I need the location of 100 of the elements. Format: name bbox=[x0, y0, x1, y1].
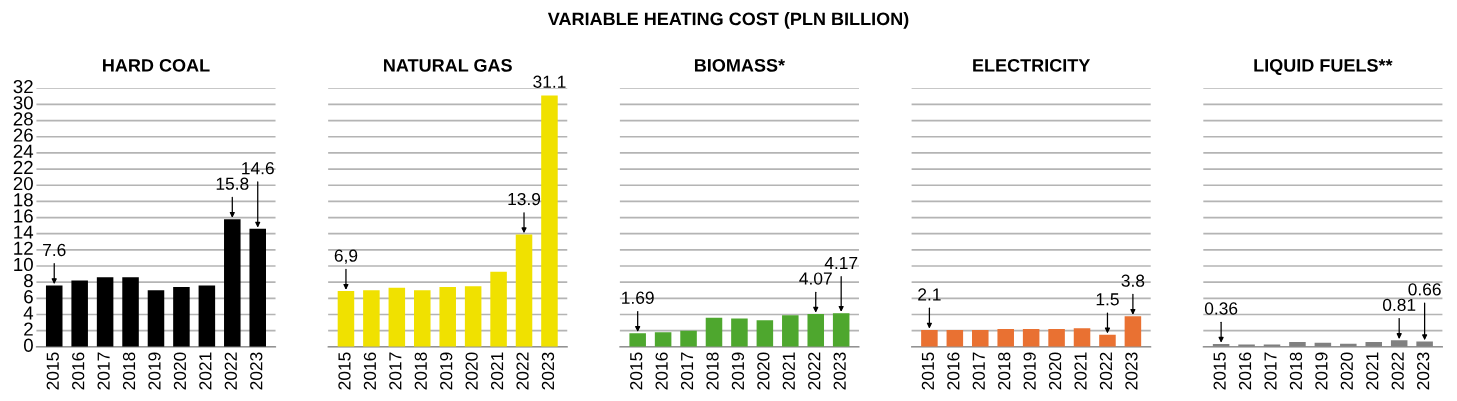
x-tick-label: 2022 bbox=[1099, 352, 1113, 390]
bar bbox=[1124, 316, 1142, 347]
bar bbox=[1048, 329, 1065, 347]
x-tick-label: 2023 bbox=[541, 352, 555, 390]
bar bbox=[439, 287, 456, 347]
bar bbox=[198, 285, 216, 347]
bar bbox=[337, 291, 355, 347]
y-tick-label: 14 bbox=[14, 225, 34, 239]
data-label: 15.8 bbox=[216, 177, 249, 190]
bar bbox=[1099, 334, 1116, 347]
bar bbox=[71, 280, 88, 347]
bar bbox=[629, 333, 646, 347]
data-label: 0.81 bbox=[1382, 298, 1416, 312]
x-tick-label: 2021 bbox=[1074, 352, 1087, 390]
x-tick-label: 2019 bbox=[1023, 352, 1036, 390]
x-tick-label: 2017 bbox=[1264, 352, 1277, 390]
x-tick-label: 2018 bbox=[1289, 352, 1303, 390]
x-tick-label: 2022 bbox=[808, 352, 821, 390]
bar bbox=[464, 286, 482, 347]
y-tick-label: 8 bbox=[24, 273, 33, 288]
x-tick-label: 2018 bbox=[414, 352, 427, 390]
bar bbox=[96, 277, 114, 347]
x-tick-label: 2017 bbox=[389, 352, 402, 390]
bar bbox=[363, 290, 380, 347]
bar bbox=[490, 271, 507, 347]
y-tick-label: 6 bbox=[24, 290, 33, 304]
data-label: 4.17 bbox=[824, 257, 858, 269]
x-tick-label: 2020 bbox=[173, 352, 187, 390]
text: VARIABLE HEATING COST (PLN BILLION) bbox=[547, 12, 909, 29]
x-tick-label: 2017 bbox=[97, 352, 110, 390]
y-tick-label: 10 bbox=[14, 257, 33, 272]
x-tick-label: 2018 bbox=[122, 352, 136, 390]
chart-title: ELECTRICITY bbox=[973, 58, 1091, 72]
x-tick-label: 2021 bbox=[1366, 352, 1379, 390]
data-label: 0.36 bbox=[1204, 302, 1238, 315]
x-tick-label: 2023 bbox=[833, 352, 846, 390]
chart-title: LIQUID FUELS** bbox=[1254, 58, 1393, 76]
y-tick-label: 18 bbox=[14, 193, 33, 207]
x-tick-label: 2020 bbox=[757, 352, 770, 390]
data-label: 6,9 bbox=[334, 249, 358, 264]
x-tick-label: 2015 bbox=[46, 352, 59, 390]
x-tick-label: 2018 bbox=[706, 352, 719, 390]
bar bbox=[705, 317, 723, 347]
bar bbox=[832, 313, 850, 347]
data-label: 1.5 bbox=[1096, 293, 1119, 306]
x-tick-label: 2021 bbox=[199, 352, 212, 390]
y-tick-label: 24 bbox=[13, 144, 34, 158]
data-label: 1.69 bbox=[622, 291, 654, 304]
x-tick-label: 2016 bbox=[72, 352, 85, 390]
bar bbox=[147, 290, 165, 347]
y-tick-label: 26 bbox=[13, 128, 33, 142]
x-tick-label: 2016 bbox=[1238, 352, 1252, 390]
x-tick-label: 2016 bbox=[363, 352, 377, 390]
bar bbox=[654, 332, 672, 347]
bar bbox=[782, 315, 799, 347]
x-tick-label: 2019 bbox=[440, 352, 453, 390]
x-tick-label: 2016 bbox=[655, 352, 668, 390]
data-label: 3.8 bbox=[1121, 274, 1145, 287]
x-tick-label: 2022 bbox=[516, 352, 529, 390]
bar bbox=[680, 330, 697, 347]
x-tick-label: 2021 bbox=[490, 352, 504, 390]
bar bbox=[541, 95, 558, 347]
bar bbox=[921, 329, 938, 347]
y-tick-label: 20 bbox=[13, 176, 33, 191]
chart-title: NATURAL GAS bbox=[384, 58, 512, 72]
bar bbox=[756, 320, 774, 347]
x-tick-label: 2015 bbox=[630, 352, 643, 390]
data-label: 13.9 bbox=[508, 192, 541, 206]
x-tick-label: 2023 bbox=[1125, 352, 1138, 390]
y-tick-label: 16 bbox=[14, 209, 33, 223]
data-label: 4.07 bbox=[799, 272, 832, 285]
x-tick-label: 2018 bbox=[998, 352, 1011, 390]
x-tick-label: 2021 bbox=[782, 352, 795, 390]
data-label: 14.6 bbox=[242, 162, 274, 175]
bar bbox=[515, 234, 533, 347]
x-tick-label: 2015 bbox=[921, 352, 935, 390]
y-tick-label: 12 bbox=[14, 241, 33, 255]
x-tick-label: 2015 bbox=[1213, 352, 1226, 390]
y-tick-label: 0 bbox=[23, 338, 33, 352]
x-tick-label: 2022 bbox=[224, 352, 237, 390]
x-tick-label: 2015 bbox=[338, 352, 351, 390]
bar bbox=[1073, 328, 1091, 347]
bar bbox=[807, 313, 825, 347]
x-tick-label: 2019 bbox=[1315, 352, 1328, 390]
y-tick-label: 2 bbox=[24, 322, 33, 336]
bar bbox=[122, 277, 139, 347]
data-label: 2.1 bbox=[918, 288, 941, 301]
x-tick-label: 2022 bbox=[1391, 352, 1404, 390]
x-tick-label: 2020 bbox=[1340, 352, 1353, 390]
y-tick-label: 32 bbox=[13, 79, 33, 94]
x-tick-label: 2016 bbox=[947, 352, 960, 390]
bar bbox=[946, 329, 964, 347]
chart-title: HARD COAL bbox=[103, 58, 210, 72]
bar bbox=[388, 287, 406, 347]
x-tick-label: 2023 bbox=[1416, 352, 1430, 390]
bar bbox=[731, 318, 748, 347]
x-tick-label: 2017 bbox=[972, 352, 985, 390]
chart-title: BIOMASS* bbox=[694, 58, 786, 72]
x-tick-label: 2019 bbox=[731, 352, 745, 390]
bar bbox=[173, 287, 190, 347]
